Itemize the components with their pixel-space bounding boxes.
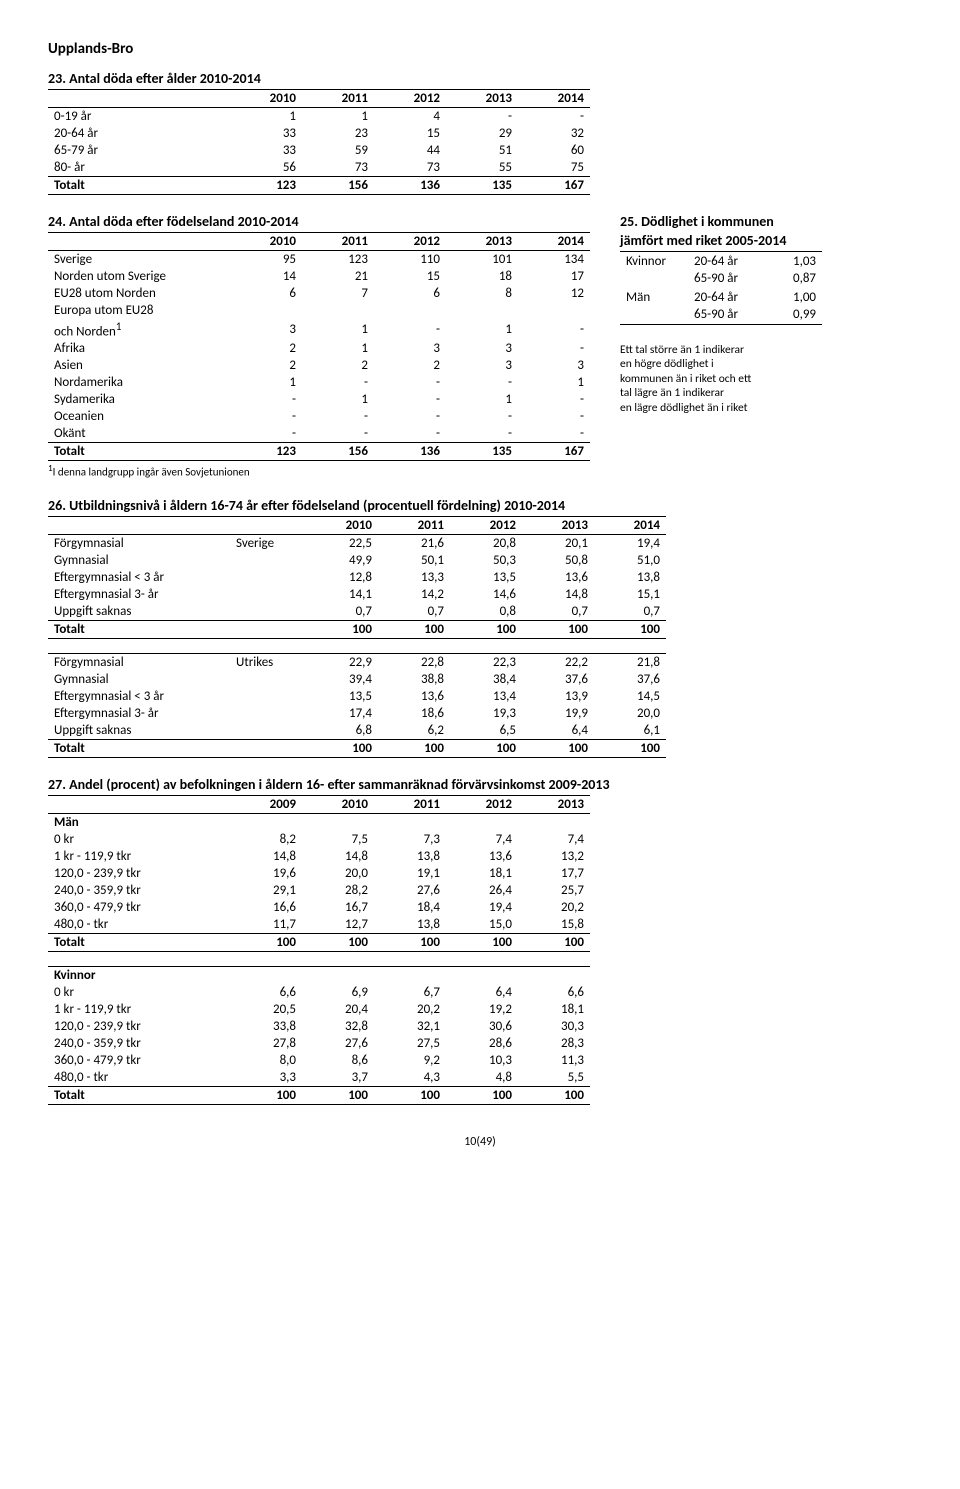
table-24: 20102011201220132014Sverige9512311010113… <box>48 232 590 461</box>
table-25: Kvinnor20-64 år1,0365-90 år0,87Män20-64 … <box>620 251 822 325</box>
t25-title: 25. Dödlighet i kommunen <box>620 213 822 230</box>
t27-title: 27. Andel (procent) av befolkningen i ål… <box>48 776 912 793</box>
t24-footnote-text: I denna landgrupp ingår även Sovjetunion… <box>53 466 250 479</box>
table-26: 20102011201220132014FörgymnasialSverige2… <box>48 516 666 758</box>
t24-footnote: 1I denna landgrupp ingår även Sovjetunio… <box>48 463 590 479</box>
t24-title: 24. Antal döda efter födelseland 2010-20… <box>48 213 590 230</box>
t23-title: 23. Antal döda efter ålder 2010-2014 <box>48 70 912 87</box>
page-title: Upplands-Bro <box>48 40 912 58</box>
table-23: 201020112012201320140-19 år114--20-64 år… <box>48 89 590 195</box>
t25-subtitle: jämfört med riket 2005-2014 <box>620 232 822 249</box>
page-number: 10(49) <box>48 1135 912 1149</box>
t25-note: Ett tal större än 1 indikeraren högre dö… <box>620 343 822 415</box>
t26-title: 26. Utbildningsnivå i åldern 16-74 år ef… <box>48 497 912 514</box>
table-27: 20092010201120122013Män0 kr8,27,57,37,47… <box>48 795 590 1105</box>
